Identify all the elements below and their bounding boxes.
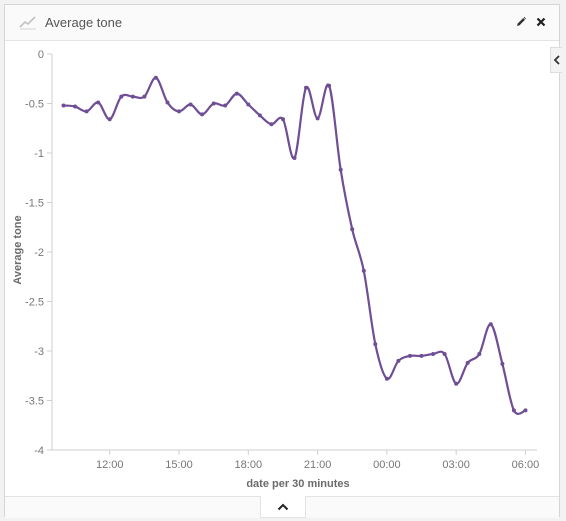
data-point[interactable]	[96, 100, 101, 105]
chart-panel: Average tone 0 -0.5 -1 -1.5 -2 -2.5 -3 -3.5 -4 1…	[4, 4, 562, 518]
data-point[interactable]	[304, 85, 308, 90]
chevron-left-icon[interactable]	[550, 47, 562, 73]
x-axis-title: date per 30 minutes	[246, 478, 349, 490]
data-point[interactable]	[165, 100, 170, 105]
bottom-bar	[5, 496, 559, 518]
close-icon[interactable]	[532, 13, 550, 31]
data-point[interactable]	[177, 109, 181, 114]
y-tick-label: -1	[34, 148, 44, 160]
x-tick-label: 21:00	[304, 459, 332, 471]
panel-header: Average tone	[5, 5, 559, 41]
data-point[interactable]	[61, 103, 66, 108]
data-point[interactable]	[454, 381, 459, 386]
y-tick-label: 0	[38, 49, 44, 61]
data-point[interactable]	[119, 94, 124, 99]
data-point[interactable]	[200, 112, 205, 117]
data-point[interactable]	[396, 358, 401, 363]
panel-title: Average tone	[45, 15, 123, 30]
data-point[interactable]	[211, 101, 216, 106]
data-point[interactable]	[431, 352, 436, 356]
data-point[interactable]	[338, 167, 343, 172]
data-point[interactable]	[511, 408, 516, 413]
data-point[interactable]	[269, 122, 274, 127]
y-tick-label: -2.5	[25, 297, 44, 309]
data-point[interactable]	[523, 408, 528, 413]
data-point[interactable]	[419, 353, 424, 358]
x-axis: 12:00 15:00 18:00 21:00 00:00 03:00 06:00	[52, 449, 540, 471]
data-point[interactable]	[442, 352, 447, 356]
y-tick-label: -2	[34, 247, 44, 259]
data-point[interactable]	[500, 361, 505, 366]
y-tick-label: -4	[34, 445, 44, 457]
data-point[interactable]	[130, 94, 135, 99]
data-point[interactable]	[477, 352, 482, 356]
x-tick-label: 15:00	[165, 459, 193, 471]
x-tick-label: 18:00	[235, 459, 263, 471]
data-point[interactable]	[373, 342, 378, 347]
data-point[interactable]	[408, 353, 412, 358]
data-point[interactable]	[315, 116, 320, 121]
x-tick-label: 06:00	[512, 459, 540, 471]
data-point[interactable]	[327, 83, 332, 88]
y-tick-label: -3.5	[25, 396, 44, 408]
data-point[interactable]	[281, 117, 285, 122]
data-point[interactable]	[107, 117, 112, 122]
x-tick-label: 12:00	[96, 459, 124, 471]
data-point[interactable]	[488, 322, 493, 327]
series-line	[63, 76, 526, 415]
data-point[interactable]	[84, 109, 89, 114]
data-point[interactable]	[292, 156, 297, 160]
data-point[interactable]	[350, 227, 355, 232]
data-point[interactable]	[384, 376, 389, 381]
data-point[interactable]	[465, 360, 470, 365]
data-point[interactable]	[142, 94, 147, 99]
data-point[interactable]	[361, 268, 366, 273]
line-chart: 0 -0.5 -1 -1.5 -2 -2.5 -3 -3.5 -4 12:00 15:00 18:0…	[12, 49, 540, 490]
y-tick-label: -1.5	[25, 198, 44, 210]
data-point[interactable]	[257, 113, 262, 118]
series-average-tone	[61, 75, 528, 415]
y-axis: 0 -0.5 -1 -1.5 -2 -2.5 -3 -3.5 -4	[25, 49, 53, 457]
data-point[interactable]	[73, 104, 78, 109]
pencil-icon[interactable]	[512, 13, 530, 31]
data-point[interactable]	[188, 102, 193, 107]
x-tick-label: 00:00	[373, 459, 401, 471]
data-point[interactable]	[153, 75, 158, 80]
y-axis-title: Average tone	[12, 215, 24, 284]
chevron-up-icon[interactable]	[260, 496, 306, 518]
x-tick-label: 03:00	[442, 459, 470, 471]
y-tick-label: -3	[34, 346, 44, 358]
line-chart-icon	[19, 14, 37, 30]
data-point[interactable]	[246, 102, 251, 107]
data-point[interactable]	[234, 91, 239, 96]
y-tick-label: -0.5	[25, 99, 44, 111]
data-point[interactable]	[223, 103, 228, 108]
